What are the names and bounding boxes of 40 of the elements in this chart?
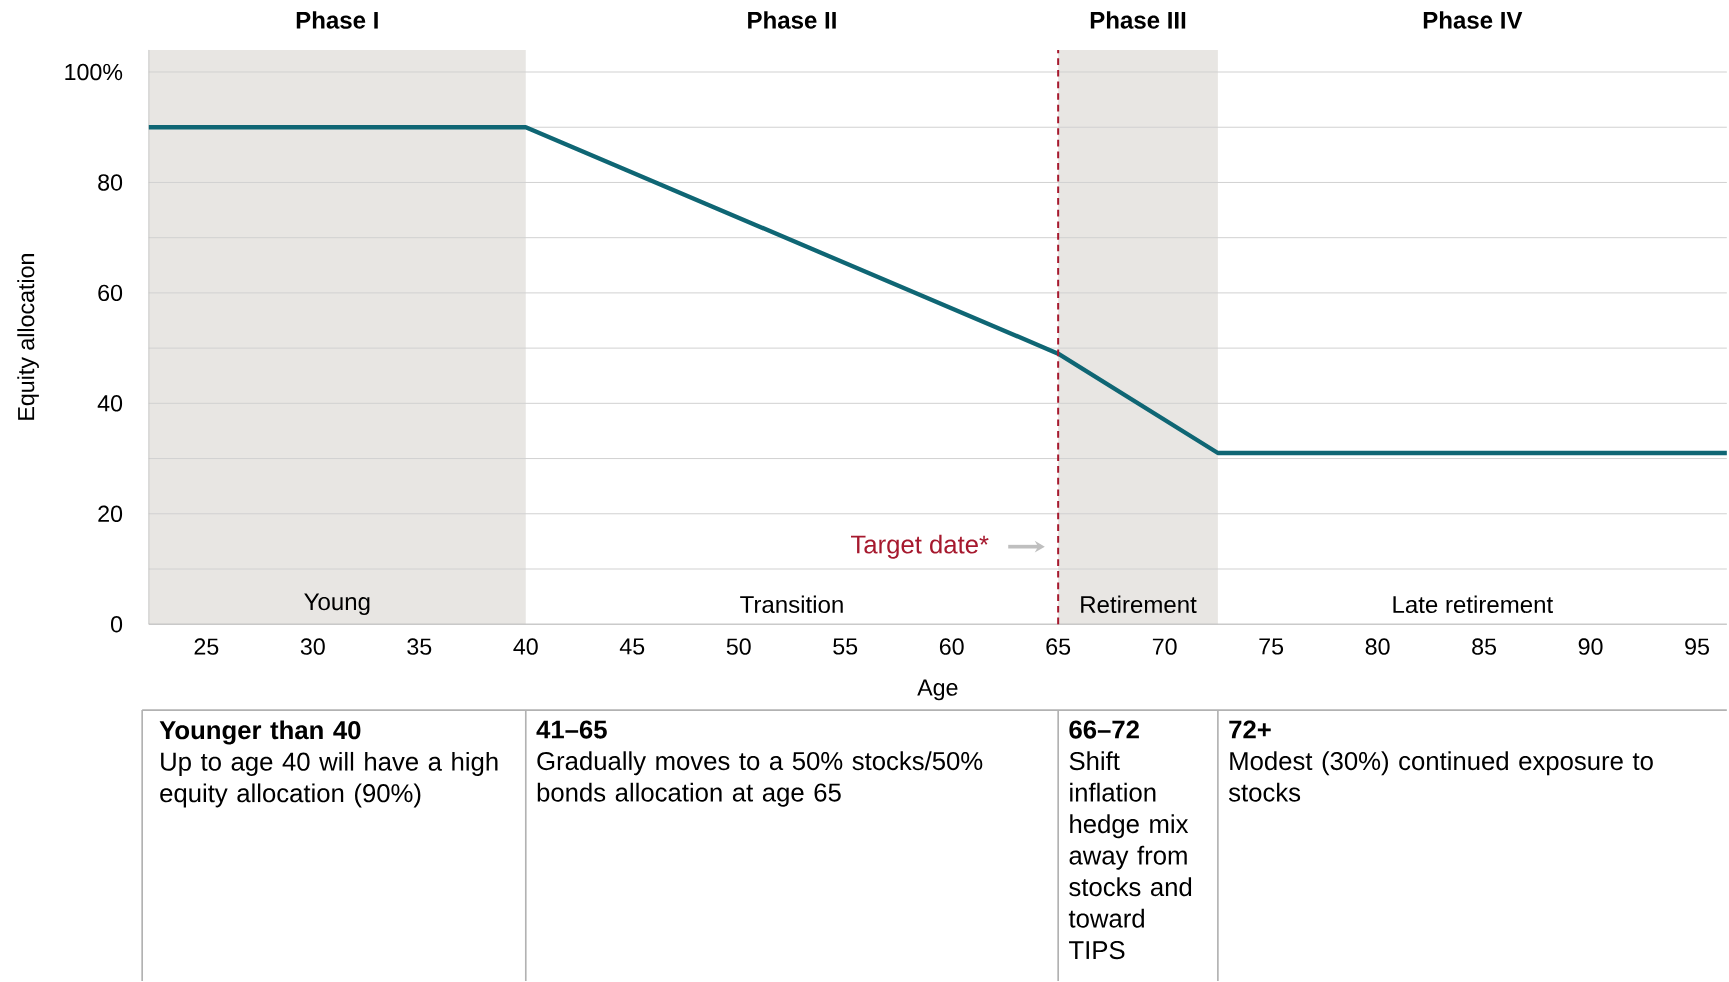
y-tick-label: 40 [97,395,123,412]
text: Phase II [748,11,836,29]
x-tick-label: 95 [1685,638,1709,655]
text: Gradually moves to a 50% stocks/50% bonds allocation at age 65 [537,751,983,807]
y-tick-label: 100% [65,63,123,81]
text: Phase IV [1423,11,1523,29]
text: Phase I [296,11,378,29]
x-tick-label: 70 [1152,638,1177,655]
band-label: Young [304,593,370,616]
y-axis-title: Equity allocation [17,254,39,420]
text: Phase III [1090,11,1186,29]
text: Modest (30%) continued exposure to stocks [1228,751,1653,802]
text: 66–72 [1069,720,1139,739]
x-tick-label: 55 [833,638,858,655]
x-tick-label: 75 [1259,638,1284,655]
x-tick-label: 40 [513,638,538,655]
text: 72+ [1229,720,1271,739]
x-tick-label: 85 [1472,638,1497,655]
text: 41–65 [536,720,607,739]
band-label: Retirement [1081,595,1197,614]
x-tick-label: 30 [300,638,325,655]
x-tick-label: 80 [1365,638,1390,655]
x-tick-label: 45 [619,638,645,655]
y-tick-label: 0 [110,616,123,633]
ref-line-label: Target date* [851,534,989,559]
x-tick-label: 65 [1046,638,1071,655]
text: Up to age 40 will have a high equity allocation (90%) [160,751,498,808]
annotation: Late retirement [1393,595,1553,614]
x-axis-title: Age [917,679,958,701]
y-tick-label: 80 [98,174,123,191]
y-tick-label: 20 [98,505,123,523]
annotation: Transition [740,595,843,614]
x-tick-label: 25 [194,638,219,655]
x-tick-label: 35 [407,638,432,655]
text: Younger than 40 [159,720,361,745]
x-tick-label: 50 [726,638,751,655]
x-tick-label: 90 [1578,638,1603,655]
y-tick-label: 60 [98,284,123,302]
x-tick-label: 60 [939,638,964,655]
text: Shift inflation hedge mix away from stocks and toward TIPS [1068,751,1192,960]
